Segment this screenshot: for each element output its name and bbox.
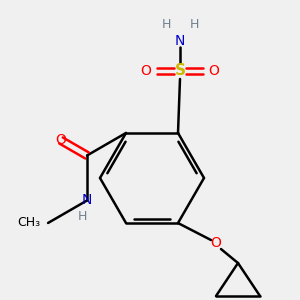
- Text: N: N: [175, 34, 185, 48]
- Text: H: H: [161, 19, 171, 32]
- Text: H: H: [77, 210, 87, 223]
- Text: H: H: [189, 19, 199, 32]
- Text: N: N: [82, 194, 92, 208]
- Text: S: S: [175, 64, 185, 79]
- Text: O: O: [141, 64, 152, 78]
- Text: O: O: [208, 64, 219, 78]
- Text: CH₃: CH₃: [17, 217, 40, 230]
- Text: O: O: [56, 134, 67, 148]
- Text: O: O: [211, 236, 221, 250]
